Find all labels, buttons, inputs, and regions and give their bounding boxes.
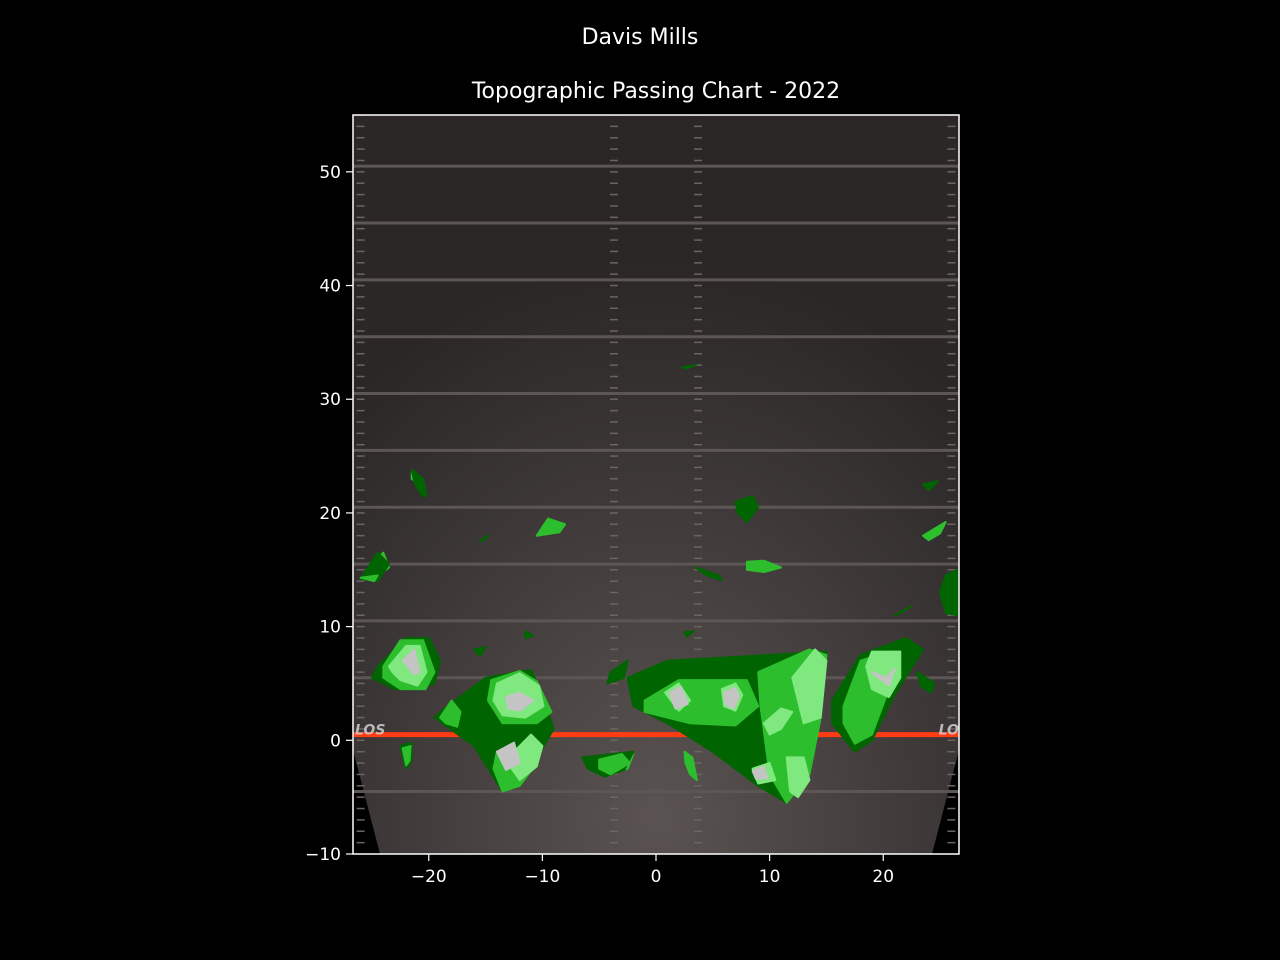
density-region-level-1	[683, 630, 695, 638]
density-region-level-4	[495, 741, 521, 771]
density-region-level-2	[401, 745, 412, 767]
y-tick-label: 20	[319, 504, 341, 524]
los-label-left: LOS	[355, 723, 385, 739]
density-region-level-1	[916, 671, 936, 694]
density-region-level-1	[922, 480, 939, 492]
density-region-level-2	[535, 517, 567, 537]
density-region-level-3	[510, 733, 544, 782]
density-regions	[359, 364, 959, 804]
density-region-level-1	[606, 659, 629, 685]
density-region-level-1	[524, 630, 535, 639]
density-region-level-1	[734, 494, 760, 523]
plot-area: LOS LOS	[353, 115, 969, 854]
field-corner-left	[353, 750, 380, 854]
density-region-level-1	[939, 568, 959, 617]
x-tick-label: −20	[411, 867, 447, 887]
density-region-level-2	[359, 574, 379, 583]
density-region-level-2	[683, 750, 698, 782]
los-label-right: LOS	[939, 723, 969, 739]
density-region-level-1	[478, 534, 489, 543]
y-tick-label: 10	[319, 618, 341, 638]
y-tick-label: 0	[330, 731, 341, 751]
density-region-level-4	[723, 687, 740, 710]
x-tick-label: 10	[759, 867, 781, 887]
chart-title: Topographic Passing Chart - 2022	[471, 79, 840, 104]
x-tick-label: 0	[651, 867, 662, 887]
density-region-level-1	[681, 364, 697, 370]
density-region-level-3	[791, 648, 828, 725]
y-tick-label: 30	[319, 390, 341, 410]
density-region-level-2	[922, 521, 947, 542]
density-region-level-1	[473, 646, 487, 658]
y-tick-label: −10	[305, 845, 341, 865]
density-region-level-3	[762, 707, 794, 736]
density-region-level-3	[785, 756, 811, 799]
density-region-level-4	[870, 667, 896, 687]
hash-marks	[356, 115, 956, 844]
density-region-level-1	[410, 468, 428, 497]
y-axis: −10 0 10 20 30 40 50	[305, 163, 353, 865]
y-tick-label: 50	[319, 163, 341, 183]
density-region-level-4	[505, 691, 535, 712]
density-region-level-1	[694, 566, 723, 581]
x-tick-label: −10	[524, 867, 560, 887]
density-region-level-2	[439, 699, 462, 728]
density-region-level-4	[401, 648, 421, 676]
density-region-level-3	[865, 650, 902, 699]
y-tick-label: 40	[319, 277, 341, 297]
chart-suptitle: Davis Mills	[582, 25, 699, 50]
x-tick-label: 20	[872, 867, 894, 887]
density-region-level-2	[745, 559, 782, 573]
density-region-level-4	[668, 685, 689, 710]
density-region-level-1	[893, 605, 913, 617]
yard-lines	[353, 164, 959, 793]
field-corner-right	[932, 750, 959, 854]
density-region-level-4	[751, 765, 769, 780]
density-region-level-2	[598, 753, 631, 776]
x-axis: −20 −10 0 10 20	[411, 854, 894, 887]
